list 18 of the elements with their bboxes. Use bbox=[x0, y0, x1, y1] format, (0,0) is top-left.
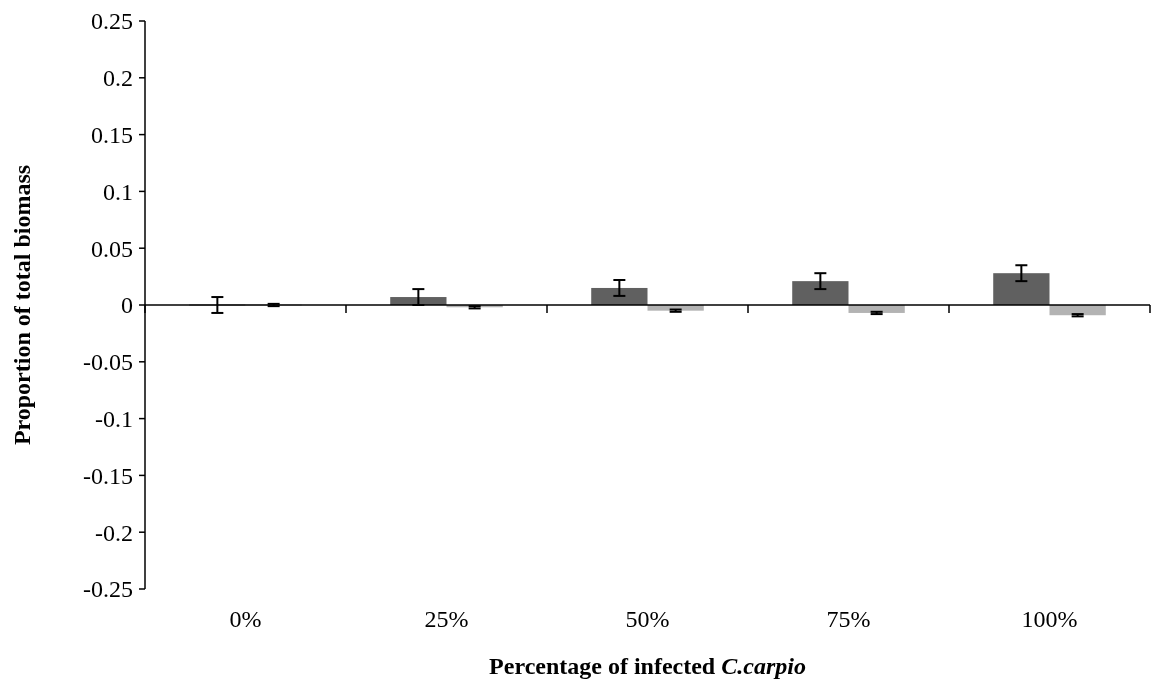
y-tick-label: -0.2 bbox=[95, 519, 133, 546]
y-tick-label: -0.25 bbox=[83, 576, 133, 603]
y-axis-title: Proportion of total biomass bbox=[9, 164, 35, 446]
x-tick-label: 50% bbox=[625, 606, 670, 632]
y-tick-label: 0.05 bbox=[91, 235, 133, 262]
y-tick-label: 0.1 bbox=[103, 178, 133, 205]
x-tick-label: 100% bbox=[1021, 606, 1078, 632]
y-tick-label: 0.2 bbox=[103, 65, 133, 92]
y-tick-label: -0.05 bbox=[83, 349, 133, 376]
y-tick-label: -0.15 bbox=[83, 462, 133, 489]
y-tick-label: 0 bbox=[121, 292, 133, 319]
x-axis-title: Percentage of infected C.carpio bbox=[489, 653, 806, 679]
x-tick-label: 0% bbox=[229, 606, 262, 632]
x-tick-label: 75% bbox=[826, 606, 871, 632]
x-tick-label: 25% bbox=[424, 606, 469, 632]
y-tick-label: 0.25 bbox=[91, 8, 133, 35]
y-tick-label: 0.15 bbox=[91, 122, 133, 148]
y-tick-label: -0.1 bbox=[95, 406, 133, 432]
